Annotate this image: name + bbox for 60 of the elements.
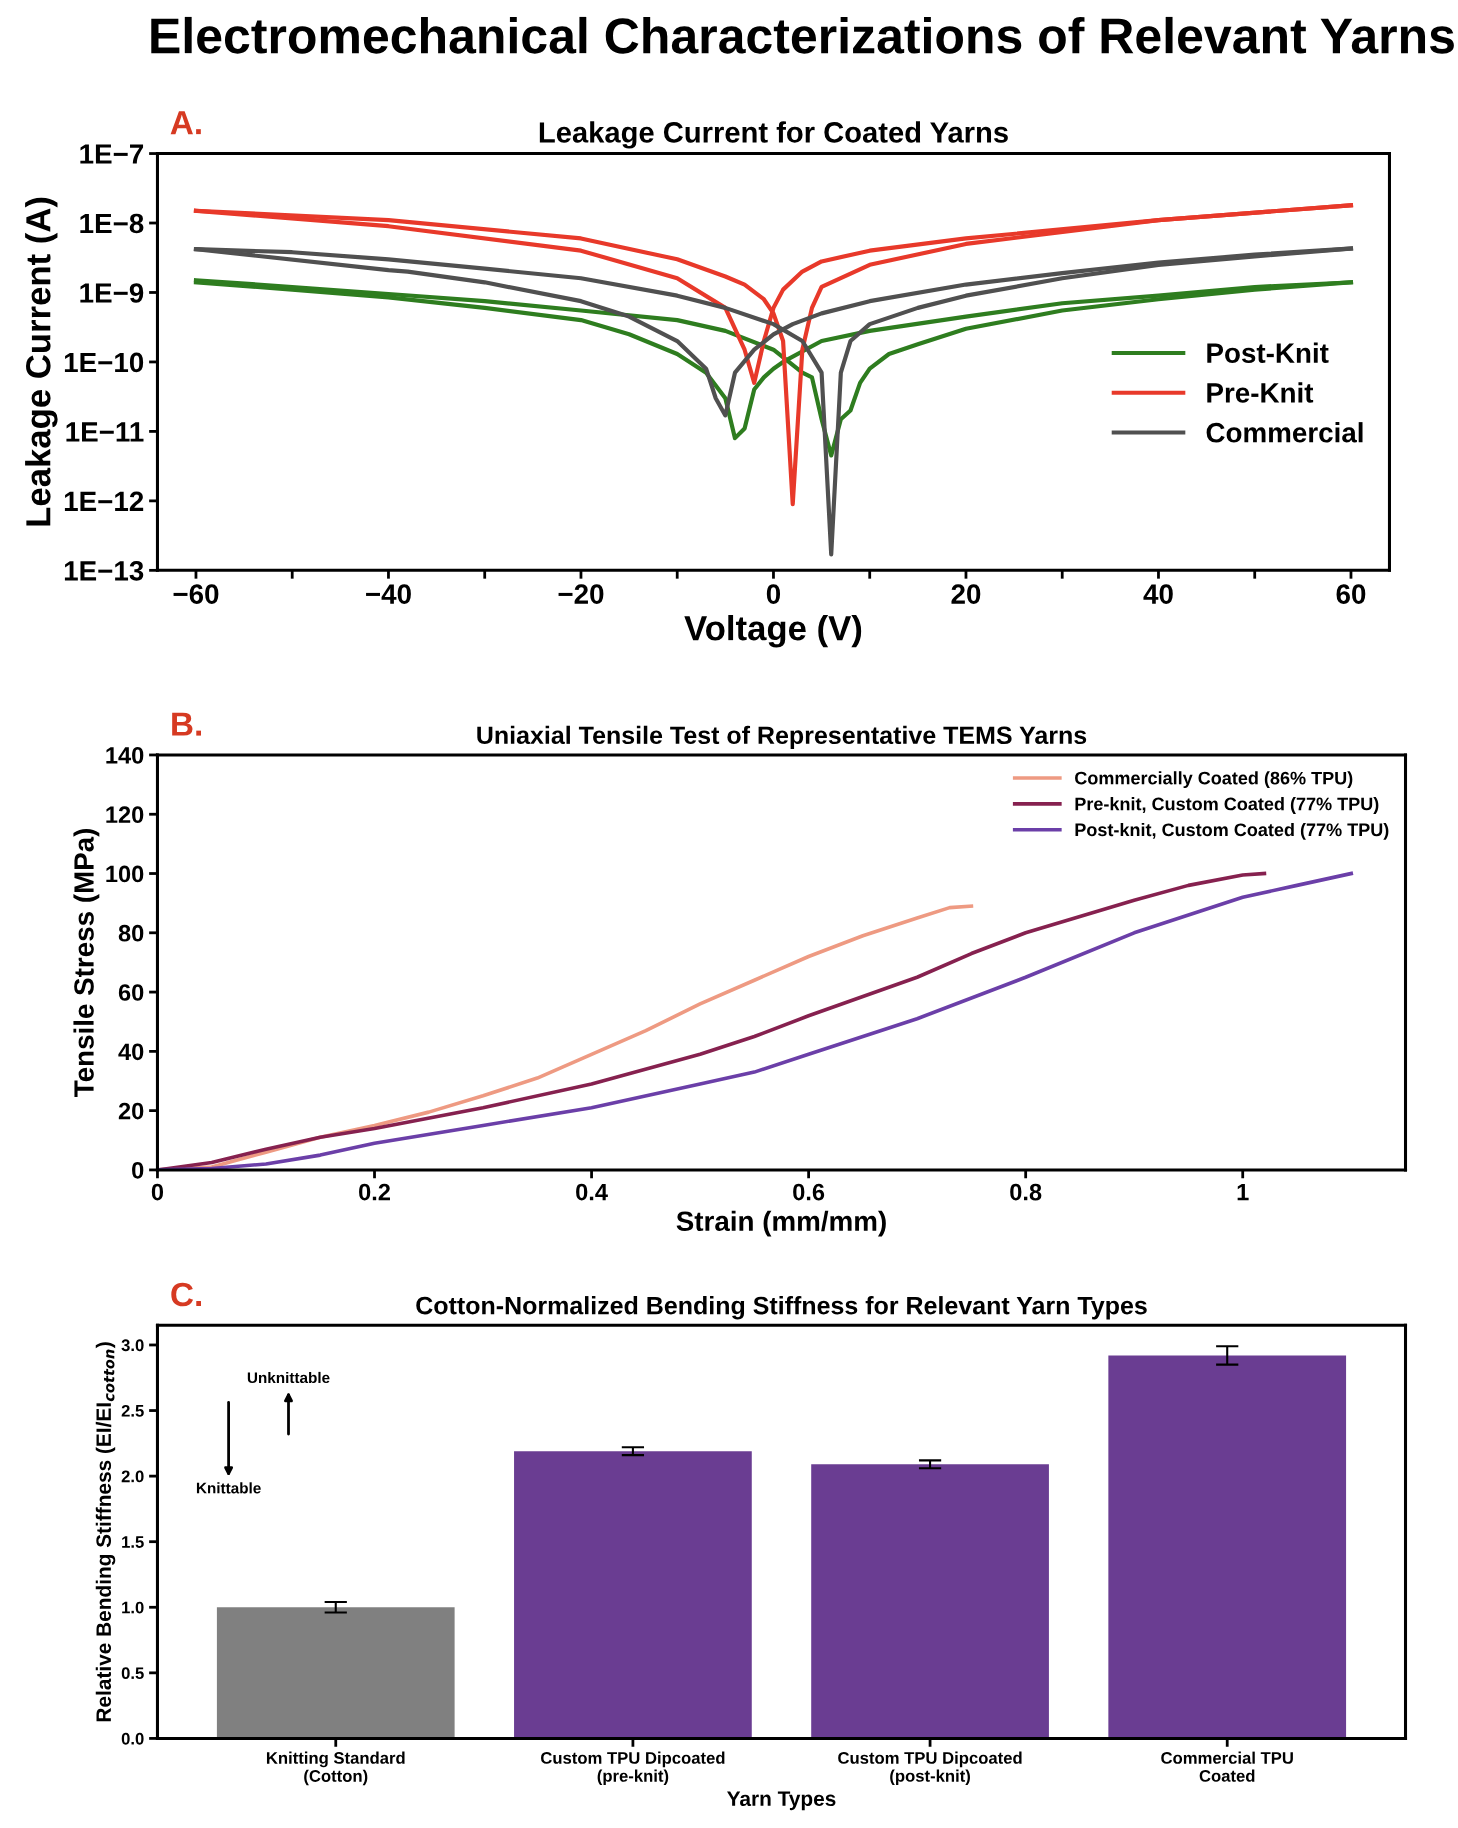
y-tick-label: 0.0 [121, 1732, 144, 1745]
y-tick-label: 20 [118, 1102, 144, 1120]
chart-title: Uniaxial Tensile Test of Representative TEMS Yarns [477, 725, 1087, 750]
legend-label: Pre-Knit [1207, 382, 1314, 403]
y-tick-label: 1E−10 [64, 352, 144, 373]
y-tick-label: 100 [106, 865, 144, 883]
y-tick-label: 80 [118, 924, 144, 942]
legend-label: Pre-knit, Custom Coated (77% TPU) [1075, 797, 1379, 814]
y-axis-title: Relative Bending Stiffness (EI/EI$_{cotton}$) [95, 1342, 116, 1722]
x-tick-label: Custom TPU Dipcoated (post-knit) [838, 1751, 1022, 1786]
y-tick-label: 0.5 [121, 1667, 144, 1680]
x-tick-label: 0.6 [793, 1183, 825, 1201]
x-tick-label: 20 [951, 584, 981, 604]
x-tick-label: −60 [173, 584, 219, 604]
annotation: Knittable [196, 1482, 261, 1494]
y-tick-label: 3.0 [121, 1339, 144, 1352]
y-tick-label: 1E−12 [64, 491, 144, 511]
y-tick-label: 1E−7 [80, 144, 144, 164]
text: A. [170, 111, 201, 135]
x-tick-label: Commercial TPU Coated [1161, 1751, 1293, 1782]
x-tick-label: 0.8 [1010, 1183, 1042, 1201]
y-tick-label: 60 [118, 984, 144, 1001]
x-axis-title: Strain (mm/mm) [676, 1210, 886, 1237]
x-tick-label: −20 [558, 584, 604, 604]
x-tick-label: 0 [766, 584, 781, 604]
x-tick-label: 0 [151, 1183, 164, 1201]
legend-label: Post-knit, Custom Coated (77% TPU) [1075, 822, 1389, 840]
x-tick-label: 40 [1143, 584, 1173, 604]
y-tick-label: 1.0 [122, 1601, 144, 1614]
y-tick-label: 1E−9 [80, 283, 144, 303]
x-axis-title: Voltage (V) [684, 614, 862, 648]
text: C. [171, 1282, 201, 1307]
y-tick-label: 1E−8 [80, 213, 144, 234]
y-tick-label: 0 [132, 1161, 144, 1179]
y-tick-label: 1E−11 [66, 422, 144, 442]
x-tick-label: 0.2 [359, 1183, 390, 1201]
y-tick-label: 120 [106, 806, 144, 824]
legend-label: Post-Knit [1207, 342, 1329, 363]
y-tick-label: 2.5 [121, 1404, 144, 1417]
x-tick-label: 0.4 [576, 1183, 608, 1201]
x-tick-label: 1 [1237, 1183, 1249, 1201]
y-axis-title: Tensile Stress (MPa) [73, 828, 100, 1097]
chart-title: Cotton-Normalized Bending Stiffness for Relevant Yarn Types [416, 1296, 1147, 1320]
y-tick-label: 1E−13 [64, 561, 144, 581]
x-tick-label: −40 [366, 584, 411, 604]
y-axis-title: Leakage Current (A) [25, 197, 58, 526]
x-axis-title: Yarn Types [727, 1791, 836, 1811]
x-tick-label: Knitting Standard (Cotton) [266, 1751, 405, 1786]
text: B. [172, 712, 201, 736]
y-tick-label: 140 [106, 747, 144, 764]
annotation: Unknittable [247, 1371, 330, 1384]
y-tick-label: 1.5 [122, 1536, 144, 1548]
legend-label: Commercial [1206, 422, 1363, 443]
x-tick-label: 60 [1336, 584, 1366, 604]
chart-title: Leakage Current for Coated Yarns [539, 121, 1008, 149]
y-tick-label: 40 [118, 1043, 144, 1061]
legend-label: Commercially Coated (86% TPU) [1075, 771, 1353, 789]
x-tick-label: Custom TPU Dipcoated (pre-knit) [541, 1751, 725, 1786]
y-tick-label: 2.0 [121, 1470, 144, 1483]
text: Electromechanical Characterizations of Relevant Yarns [151, 16, 1454, 54]
